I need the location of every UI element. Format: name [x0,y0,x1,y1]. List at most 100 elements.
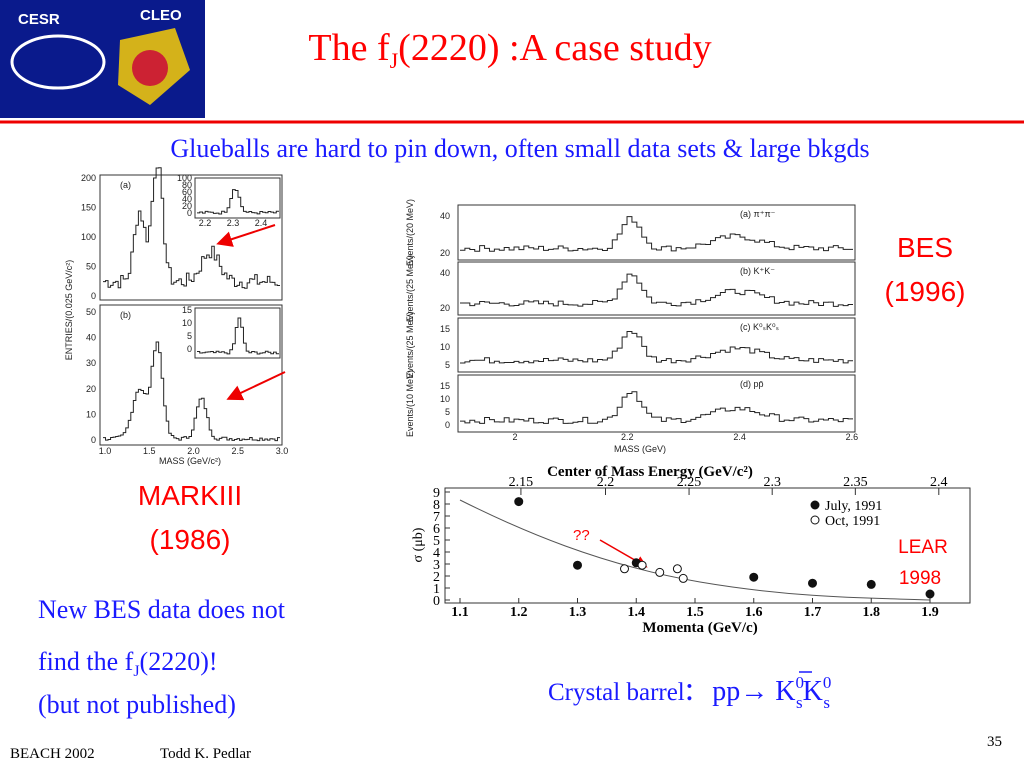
panel-box [457,261,856,316]
y-axis-label: Events/(25 MeV) [405,255,415,322]
legend-marker [810,515,820,525]
inset-tick-label: 15 [182,305,192,315]
page-number: 35 [987,734,1002,750]
inset-tick-label: 20 [182,201,192,211]
top-tick-label: 2.3 [763,475,781,490]
legend-marker [810,500,820,510]
y-axis-label: Events/(10 MeV) [405,370,415,437]
top-tick-label: 2.15 [509,475,534,490]
inset-tick-label: 10 [182,318,192,328]
top-tick-label: 2.35 [843,475,868,490]
x-tick-label: 2.2 [621,432,634,442]
y-tick-label: 20 [440,303,450,313]
x-tick-label: 1.6 [745,605,763,620]
y-tick-label: 15 [440,324,450,334]
y-tick-label: 7 [433,510,440,525]
x-tick-label: 1.4 [628,605,646,620]
panel-label: (d) pp̄ [740,379,764,389]
data-point [672,564,682,574]
panel-label: (b) K⁺K⁻ [740,266,775,276]
y-tick-label: 9 [433,486,440,501]
panel-box [457,374,856,433]
top-tick-label: 2.25 [677,475,702,490]
y-tick-label: 0 [445,420,450,430]
y-tick-label: 5 [445,360,450,370]
text: Crystal barrel [548,679,685,706]
bes-plot: MASS (GeV) (a) π⁺π⁻Events/(20 MeV) 4020(b… [405,199,858,454]
cleo-detector [132,50,168,86]
top-tick-label: 2.2 [597,475,615,490]
inset-tick-label: 40 [182,194,192,204]
inset-tick-label: 2.2 [199,218,212,228]
y-axis-label: Events/(20 MeV) [405,199,415,266]
x-tick-label: 1.1 [451,605,469,620]
x-axis-label: Momenta (GeV/c) [642,620,757,636]
bes-year: (1996) [885,276,966,307]
inset-tick-label: 5 [187,331,192,341]
conclusion-line: (but not published) [38,690,236,719]
data-point [749,572,759,582]
x-axis-label: MASS (GeV) [614,444,666,454]
lear-label: LEAR [898,537,948,558]
bes-label: BES [897,232,953,263]
markiii-plot: (a) (b) MASS (GeV/c²) ENTRIES/(0.025 GeV… [64,167,288,466]
y-tick-label: 20 [440,248,450,258]
superscript: 0 [823,673,832,692]
data-point [655,567,665,577]
x-axis-label: MASS (GeV/c²) [159,456,221,466]
inset-tick-label: 0 [187,208,192,218]
data-point [514,497,524,507]
y-tick-label: 40 [440,268,450,278]
panel-label: (a) [120,180,131,190]
axes-box [99,304,283,446]
y-tick-label: 40 [86,333,96,343]
superscript: 0 [795,673,804,692]
x-tick-label: 1.0 [99,446,112,456]
arrow [226,371,286,401]
title: The fJ(2220) :A case study [308,27,711,73]
data-point [573,560,582,570]
conclusion-line: New BES data does not [38,595,286,624]
subscript: s [796,693,803,712]
logo-text: CESR [18,11,60,28]
y-tick-label: 50 [86,262,96,272]
text: (2220)! [140,647,218,676]
y-tick-label: 150 [81,203,96,213]
y-tick-label: 5 [445,407,450,417]
x-tick-label: 2.6 [846,432,859,442]
y-tick-label: 4 [433,546,440,561]
data-point [866,579,876,589]
x-tick-label: 2 [512,432,517,442]
data-point [925,589,935,599]
histogram [103,167,280,289]
y-tick-label: 1 [433,582,440,597]
histogram [460,216,853,252]
panel-box [457,317,856,373]
axes-box [99,174,283,301]
y-tick-label: 10 [440,394,450,404]
annotation: ?? [573,527,590,544]
x-tick-label: 2.0 [187,446,200,456]
x-tick-label: 1.7 [804,605,822,620]
y-tick-label: 100 [81,232,96,242]
fit-curve [459,499,931,601]
lear-year: 1998 [899,568,941,589]
x-tick-label: 1.3 [569,605,587,620]
histogram [460,391,853,424]
arrow [216,224,276,247]
y-tick-label: 0 [91,435,96,445]
crystal-barrel-plot: Center of Mass Energy (GeV/c²) Momenta (… [411,464,971,636]
y-tick-label: 2 [433,570,440,585]
data-point [637,560,647,570]
subscript: J [133,663,139,680]
x-tick-label: 1.5 [686,605,704,620]
subscript: s [823,693,830,712]
y-tick-label: 10 [440,342,450,352]
footer-text: BEACH 2002 [10,746,95,762]
panel-label: (c) K⁰ₛK⁰ₛ [740,322,779,332]
title-sub: J [390,48,399,73]
text: → K [740,676,795,707]
panel-label: (b) [120,310,131,320]
